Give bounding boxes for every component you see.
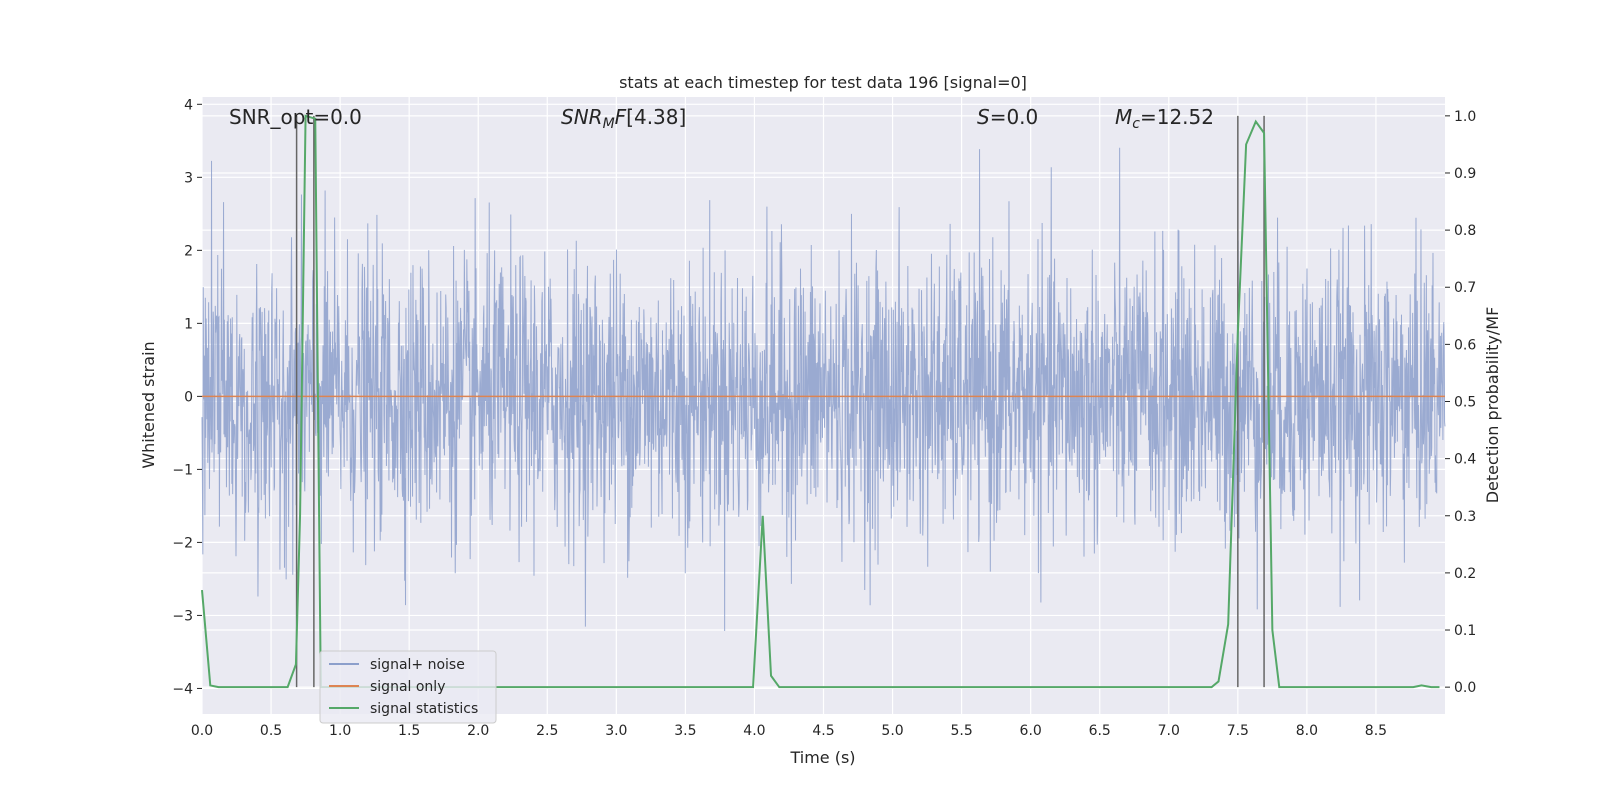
- x-tick-label: 4.0: [743, 723, 765, 739]
- x-axis-ticks: 0.0 0.5 1.0 1.5 2.0 2.5 3.0 3.5 4.0 4.5 5.0 5.5 6.0 6…: [191, 723, 1387, 739]
- x-tick-label: 0.5: [260, 723, 282, 739]
- x-tick-label: 5.5: [950, 723, 972, 739]
- y-right-tick-label: 0.9: [1454, 166, 1476, 182]
- annotation-s: S=0.0: [977, 105, 1038, 129]
- y-right-tick-label: 0.1: [1454, 623, 1476, 639]
- legend-label-signal-statistics: signal statistics: [370, 701, 478, 717]
- y-tick-label: 3: [184, 170, 193, 186]
- s-value: =0.0: [990, 105, 1039, 129]
- y-axis-right-title: Detection probability/MF: [1483, 307, 1502, 504]
- legend-label-signal-noise: signal+ noise: [370, 657, 465, 673]
- y-tick-label: 0: [184, 389, 193, 405]
- y-axis-left-title: Whitened strain: [139, 341, 158, 468]
- y-right-tick-label: 0.4: [1454, 452, 1476, 468]
- x-tick-label: 8.0: [1296, 723, 1318, 739]
- x-tick-label: 4.5: [812, 723, 834, 739]
- y-right-tick-label: 0.3: [1454, 509, 1476, 525]
- x-tick-label: 5.0: [881, 723, 903, 739]
- legend: signal+ noise signal only signal statist…: [319, 650, 497, 724]
- snr-mf-symbol: SNR: [561, 105, 603, 129]
- legend-label-signal-only: signal only: [370, 679, 445, 695]
- x-tick-label: 7.0: [1158, 723, 1180, 739]
- x-tick-label: 2.0: [467, 723, 489, 739]
- y-tick-label: −2: [172, 535, 193, 551]
- s-symbol: S: [977, 105, 990, 129]
- series-signal-statistics: [201, 114, 1440, 689]
- signal-statistics-line: [201, 114, 1440, 689]
- x-tick-label: 2.5: [536, 723, 558, 739]
- snr-mf-subscript: M: [603, 116, 615, 132]
- y-axis-left-ticks: 4 3 2 1 0 −1 −2 −3 −4: [172, 97, 202, 697]
- y-tick-label: 2: [184, 243, 193, 259]
- y-right-tick-label: 0.6: [1454, 337, 1476, 353]
- y-right-tick-label: 0.7: [1454, 280, 1476, 296]
- x-tick-label: 1.5: [398, 723, 420, 739]
- y-axis-right-ticks: 1.0 0.9 0.8 0.7 0.6 0.5 0.4 0.3 0.2 0.1 0.0: [1445, 109, 1476, 696]
- snr-mf-value: [4.38]: [626, 105, 686, 129]
- legend-box: [319, 650, 497, 724]
- detection-markers: [295, 115, 1265, 688]
- x-tick-label: 3.0: [605, 723, 627, 739]
- y-right-tick-label: 0.2: [1454, 566, 1476, 582]
- y-tick-label: −4: [172, 681, 193, 697]
- x-tick-label: 3.5: [674, 723, 696, 739]
- y-right-tick-label: 1.0: [1454, 109, 1476, 125]
- x-tick-label: 6.5: [1089, 723, 1111, 739]
- x-tick-label: 8.5: [1365, 723, 1387, 739]
- y-right-tick-label: 0.8: [1454, 223, 1476, 239]
- x-axis-title: Time (s): [789, 748, 855, 767]
- annotation-snr-mf: SNRMF[4.38]: [561, 105, 686, 132]
- y-right-tick-label: 0.0: [1454, 680, 1476, 696]
- mc-subscript: c: [1132, 116, 1140, 132]
- y-tick-label: −3: [172, 608, 193, 624]
- snr-mf-f: F: [615, 105, 627, 129]
- y-tick-label: 4: [184, 97, 193, 113]
- y-tick-label: 1: [184, 316, 193, 332]
- y-tick-label: −1: [172, 462, 193, 478]
- annotation-mc: Mc=12.52: [1115, 105, 1214, 132]
- annotation-snr-opt: SNR_opt=0.0: [229, 105, 362, 129]
- x-tick-label: 0.0: [191, 723, 213, 739]
- mc-value: =12.52: [1140, 105, 1214, 129]
- x-tick-label: 7.5: [1227, 723, 1249, 739]
- x-tick-label: 6.0: [1020, 723, 1042, 739]
- chart-title: stats at each timestep for test data 196…: [619, 73, 1027, 92]
- y-right-tick-label: 0.5: [1454, 395, 1476, 411]
- x-tick-label: 1.0: [329, 723, 351, 739]
- mc-symbol: M: [1115, 105, 1132, 129]
